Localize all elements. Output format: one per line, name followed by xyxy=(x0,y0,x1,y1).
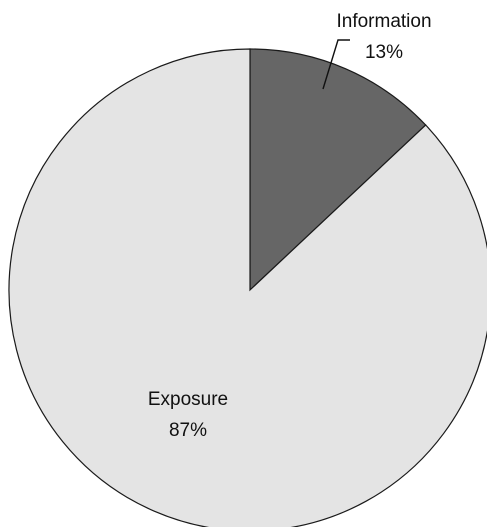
pie-slices xyxy=(8,48,487,527)
information-label: Information xyxy=(336,11,431,32)
exposure-value-label: 87% xyxy=(169,420,207,441)
information-value-label: 13% xyxy=(365,42,403,63)
information-leader-line xyxy=(322,39,350,90)
exposure-label: Exposure xyxy=(148,389,228,410)
pie-slice-information xyxy=(249,48,427,292)
pie-slice-exposure xyxy=(8,48,487,527)
